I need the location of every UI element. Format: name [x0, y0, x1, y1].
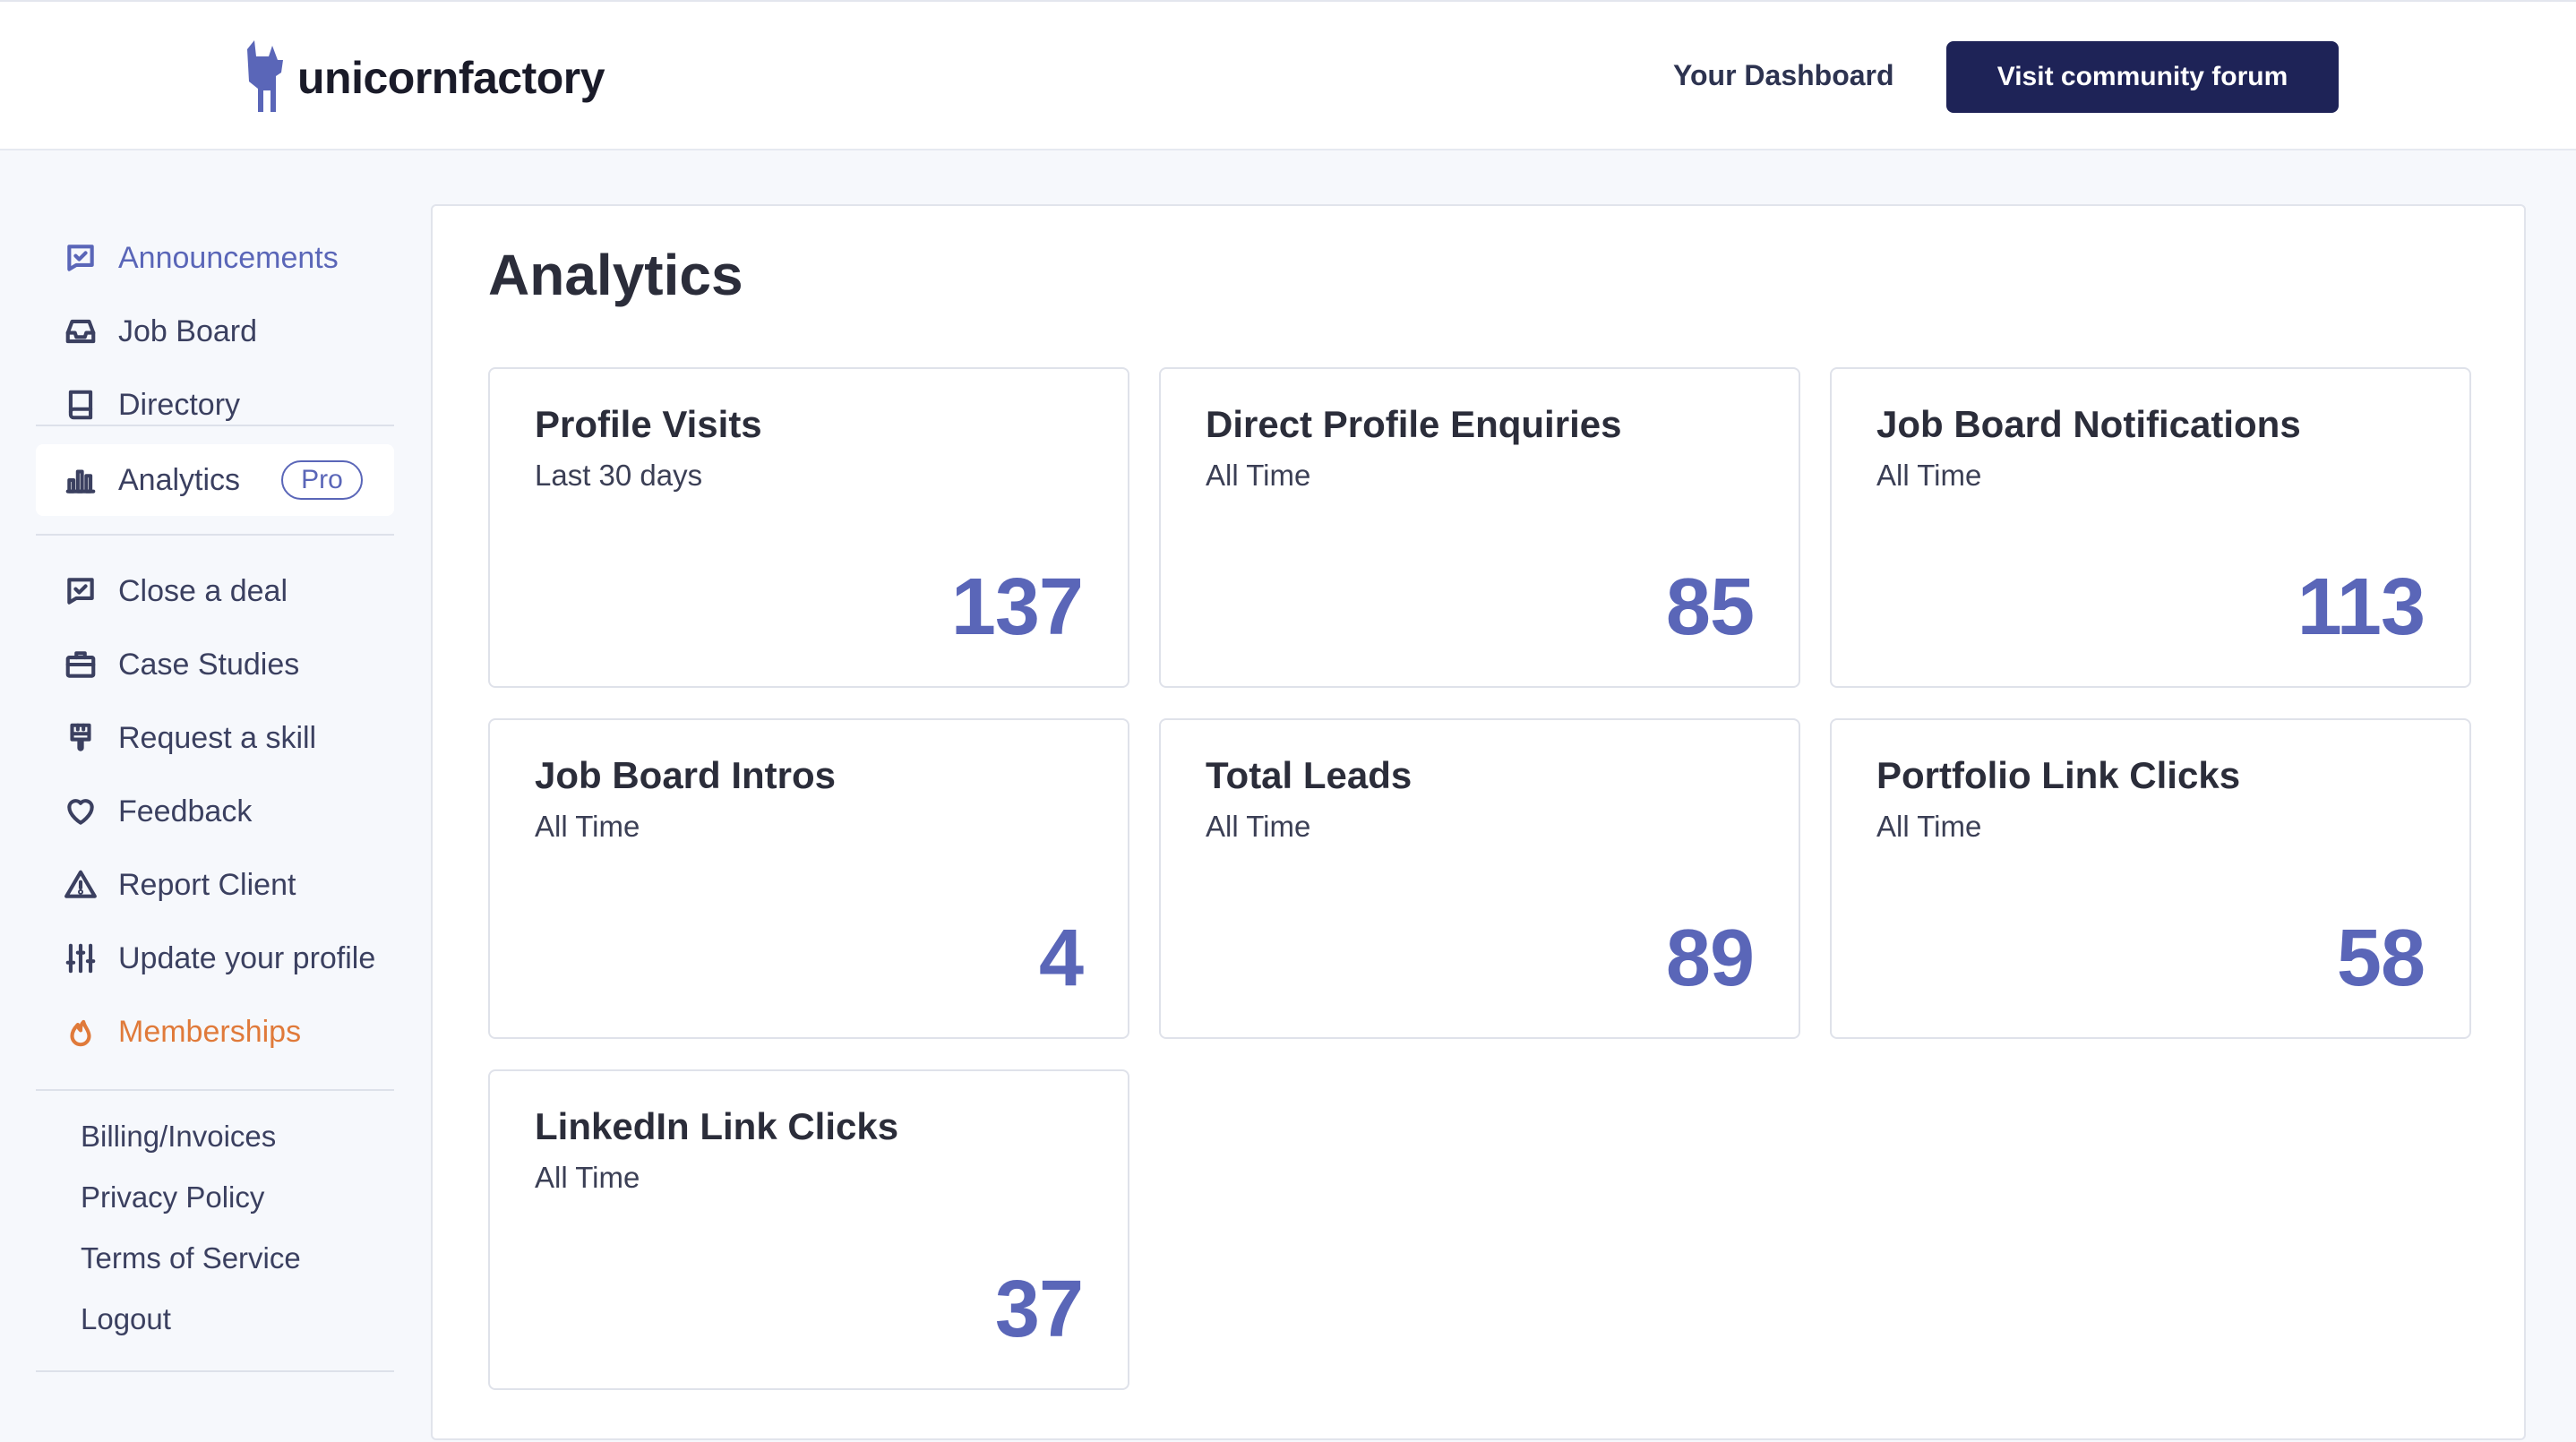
sidebar-item-label: Directory	[118, 387, 241, 422]
visit-community-forum-button[interactable]: Visit community forum	[1946, 41, 2339, 113]
card-title: Total Leads	[1206, 754, 1413, 796]
sidebar-item-label: Announcements	[118, 240, 339, 275]
card-title: Portfolio Link Clicks	[1876, 754, 2241, 796]
bar-chart-icon	[63, 462, 99, 498]
sidebar-item-update-your-profile[interactable]: Update your profile	[36, 923, 394, 994]
message-check-icon	[63, 573, 99, 609]
card-title: LinkedIn Link Clicks	[535, 1105, 899, 1147]
flame-icon	[63, 1014, 99, 1050]
pro-badge: Pro	[281, 460, 363, 500]
book-icon	[63, 387, 99, 423]
top-bar: unicornfactory Your Dashboard Visit comm…	[0, 0, 2576, 150]
stat-card-total-leads: Total Leads All Time 89	[1159, 718, 1800, 1039]
sidebar-item-label: Report Client	[118, 867, 296, 902]
card-value: 37	[994, 1265, 1084, 1354]
briefcase-icon	[63, 647, 99, 682]
sidebar-item-label: Feedback	[118, 794, 253, 828]
heart-icon	[63, 794, 99, 829]
sidebar-item-label: Close a deal	[118, 573, 288, 608]
stat-card-job-board-intros: Job Board Intros All Time 4	[488, 718, 1129, 1039]
card-value: 58	[2336, 914, 2426, 1003]
sidebar-divider	[36, 1370, 394, 1372]
brush-icon	[63, 720, 99, 756]
card-subtitle: All Time	[535, 1161, 640, 1194]
privacy-policy-link[interactable]: Privacy Policy	[81, 1180, 265, 1214]
stat-card-profile-visits: Profile Visits Last 30 days 137	[488, 367, 1129, 688]
stat-card-direct-profile-enquiries: Direct Profile Enquiries All Time 85	[1159, 367, 1800, 688]
card-title: Job Board Notifications	[1876, 403, 2301, 445]
sidebar-item-feedback[interactable]: Feedback	[36, 776, 394, 847]
sidebar-divider	[36, 425, 394, 426]
sidebar-item-case-studies[interactable]: Case Studies	[36, 629, 394, 700]
card-value: 89	[1665, 914, 1755, 1003]
card-title: Profile Visits	[535, 403, 762, 445]
page-title: Analytics	[488, 243, 743, 307]
brand-logo[interactable]: unicornfactory	[242, 38, 605, 118]
sidebar-item-job-board[interactable]: Job Board	[36, 296, 394, 367]
stat-card-job-board-notifications: Job Board Notifications All Time 113	[1830, 367, 2471, 688]
sidebar-divider	[36, 1089, 394, 1091]
card-value: 137	[950, 562, 1084, 652]
card-subtitle: All Time	[535, 810, 640, 843]
card-value: 4	[1038, 914, 1084, 1003]
sidebar-item-request-a-skill[interactable]: Request a skill	[36, 702, 394, 774]
sidebar-item-label: Case Studies	[118, 647, 300, 682]
sidebar-item-announcements[interactable]: Announcements	[36, 222, 394, 294]
billing-invoices-link[interactable]: Billing/Invoices	[81, 1120, 277, 1153]
sidebar-divider	[36, 534, 394, 536]
sidebar-item-close-a-deal[interactable]: Close a deal	[36, 555, 394, 627]
brand-name: unicornfactory	[297, 53, 605, 103]
analytics-panel: Analytics Profile Visits Last 30 days 13…	[431, 204, 2526, 1440]
card-title: Direct Profile Enquiries	[1206, 403, 1622, 445]
sidebar-item-label: Memberships	[118, 1014, 302, 1049]
card-title: Job Board Intros	[535, 754, 837, 796]
stat-card-portfolio-link-clicks: Portfolio Link Clicks All Time 58	[1830, 718, 2471, 1039]
sidebar-item-label: Analytics	[118, 462, 241, 497]
terms-of-service-link[interactable]: Terms of Service	[81, 1241, 301, 1275]
sidebar-item-report-client[interactable]: Report Client	[36, 849, 394, 921]
sidebar-item-analytics[interactable]: Analytics Pro	[36, 444, 394, 516]
card-value: 85	[1665, 562, 1755, 652]
card-subtitle: All Time	[1876, 459, 1982, 492]
card-subtitle: Last 30 days	[535, 459, 703, 492]
inbox-icon	[63, 313, 99, 349]
sidebar-item-label: Update your profile	[118, 940, 376, 975]
announcement-check-icon	[63, 240, 99, 276]
sidebar-item-memberships[interactable]: Memberships	[36, 996, 394, 1068]
sliders-icon	[63, 940, 99, 976]
sidebar-item-directory[interactable]: Directory	[36, 369, 394, 441]
your-dashboard-link[interactable]: Your Dashboard	[1673, 59, 1894, 91]
sidebar-item-label: Job Board	[118, 313, 257, 348]
logout-link[interactable]: Logout	[81, 1302, 171, 1335]
card-value: 113	[2297, 562, 2426, 652]
card-subtitle: All Time	[1876, 810, 1982, 843]
unicorn-logo-icon	[242, 37, 287, 120]
stat-card-linkedin-link-clicks: LinkedIn Link Clicks All Time 37	[488, 1069, 1129, 1390]
card-subtitle: All Time	[1206, 459, 1311, 492]
sidebar-item-label: Request a skill	[118, 720, 317, 755]
card-subtitle: All Time	[1206, 810, 1311, 843]
warning-icon	[63, 867, 99, 903]
